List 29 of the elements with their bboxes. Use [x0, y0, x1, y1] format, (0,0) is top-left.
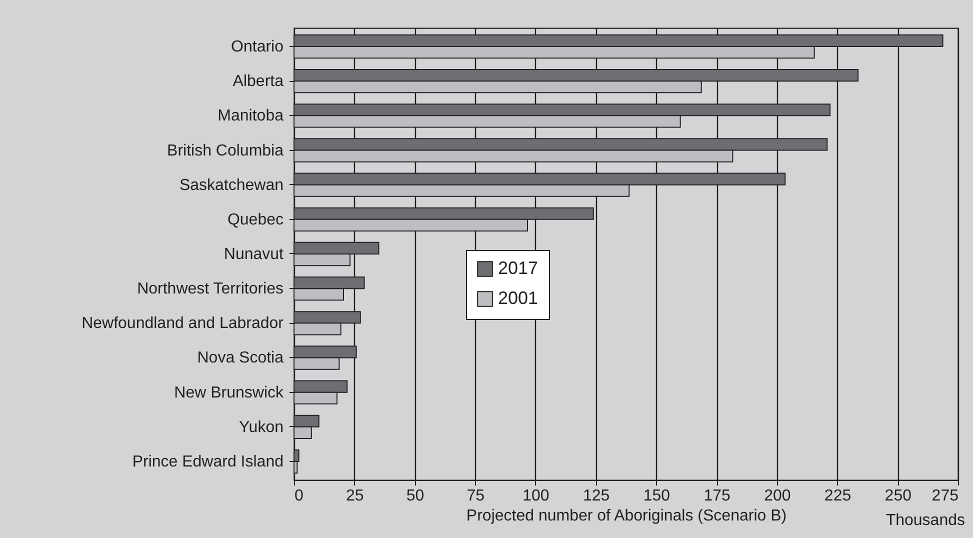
y-tick-label: Newfoundland and Labrador	[82, 315, 284, 332]
text: Thousands	[886, 512, 965, 530]
y-tick-label: Prince Edward Island	[132, 454, 284, 470]
y-tick-label: Manitoba	[218, 108, 284, 125]
y-tick-label: Nova Scotia	[197, 350, 284, 367]
x-tick-label: 225	[824, 488, 852, 504]
x-tick-label: 50	[406, 488, 424, 504]
x-tick-label: 275	[932, 488, 959, 504]
y-tick-label: British Columbia	[167, 142, 284, 160]
x-tick-label: 150	[643, 488, 670, 504]
y-tick-label: Alberta	[232, 73, 284, 90]
x-tick-label: 200	[764, 488, 791, 504]
x-axis-title: Projected number of Aboriginals (Scenario B)	[466, 508, 787, 524]
x-tick-label: 0	[294, 488, 304, 504]
y-tick-label: Nunavut	[224, 246, 284, 263]
y-tick-label: Northwest Territories	[137, 280, 284, 298]
x-tick-label: 100	[522, 488, 550, 504]
y-tick-label: New Brunswick	[174, 384, 284, 402]
y-tick-label: Ontario	[231, 38, 284, 56]
x-tick-label: 250	[884, 488, 912, 504]
x-tick-label: 125	[582, 488, 610, 504]
y-tick-label: Saskatchewan	[179, 176, 284, 194]
legend-label: 2001	[498, 288, 538, 308]
y-tick-label: Quebec	[227, 211, 284, 228]
x-tick-label: 25	[346, 488, 364, 504]
legend-label: 2017	[498, 258, 538, 278]
x-tick-label: 175	[704, 488, 730, 504]
y-tick-label: Yukon	[239, 418, 284, 436]
x-tick-label: 75	[466, 488, 485, 504]
